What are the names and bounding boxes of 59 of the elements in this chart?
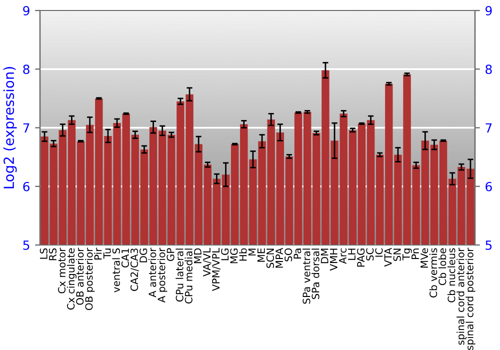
x-tick-label: Pa [294,248,302,259]
x-tick-label: ME [258,248,265,262]
x-tick-label: Tg [402,248,412,260]
x-tick-label: spinal cord posterior [466,248,476,350]
x-tick-label: Cx motor [58,248,66,294]
x-tick-label: VPM/VPL [212,248,220,292]
x-tick-label: CA2/CA3 [130,248,139,291]
x-tick-label: CPu medial [184,248,192,304]
x-tick-label: A anterior [148,248,156,298]
y-axis-title: Log2 (expression) [3,67,17,188]
x-tick-label: DG [140,248,148,262]
x-tick-label: MD [194,248,202,264]
x-tick-label: SN [393,248,401,261]
x-tick-label: VMH [330,248,338,271]
x-tick-label: Pn [412,248,419,259]
x-tick-label: SPa ventral [302,248,310,304]
x-tick-label: Cx cingulate [66,248,77,310]
x-tick-label: Cb nucleus [448,248,456,302]
x-tick-label: PAG [357,248,365,267]
y-tick-label: 9 [23,6,30,16]
y-tick-label: 7 [23,123,30,132]
y-tick-label: 8 [23,64,30,74]
x-tick-label: Cb lobe [438,248,446,286]
x-tick-label: RS [48,248,56,260]
x-tick-label: MPA [276,248,283,268]
x-tick-label: CPu lateral [176,248,184,302]
x-tick-label: VTA [384,248,392,267]
y-tick-label: 5 [23,240,30,250]
x-tick-label: DM [320,248,328,264]
x-tick-label: Arc [339,248,346,264]
x-tick-label: Hb [239,248,247,261]
x-tick-label: CA1 [121,248,129,268]
x-tick-label: LG [221,248,229,260]
x-tick-label: MVe [420,248,428,268]
x-tick-label: Pir [94,248,102,260]
x-tick-label: OB anterior [76,248,84,305]
y2-tick-label: 5 [486,240,492,250]
x-tick-label: SO [284,248,292,262]
x-tick-label: A posterior [158,248,168,303]
y2-tick-label: 6 [486,182,492,192]
x-tick-label: SCN [266,248,274,268]
y2-tick-label: 9 [486,6,492,16]
x-tick-label: M [248,248,256,256]
x-tick-label: MG [230,248,238,264]
y2-tick-label: 8 [486,64,492,74]
y-tick-label: 6 [23,182,30,192]
x-tick-label: ventral S [112,248,120,292]
x-tick-label: OB posterior [85,248,95,310]
x-tick-label: VA/VL [203,248,212,277]
x-tick-label: LH [348,248,356,260]
x-tick-label: Cb vermis [429,248,438,298]
x-tick-label: SPa dorsal [312,248,320,300]
x-tick-label: LS [40,248,48,259]
y2-tick-label: 7 [486,123,492,132]
x-tick-label: IC [375,248,383,257]
x-tick-label: SC [366,248,374,260]
x-tick-label: Tu [103,248,111,259]
x-tick-label: spinal cord anterior [456,248,466,345]
x-tick-label: GP [166,248,174,261]
